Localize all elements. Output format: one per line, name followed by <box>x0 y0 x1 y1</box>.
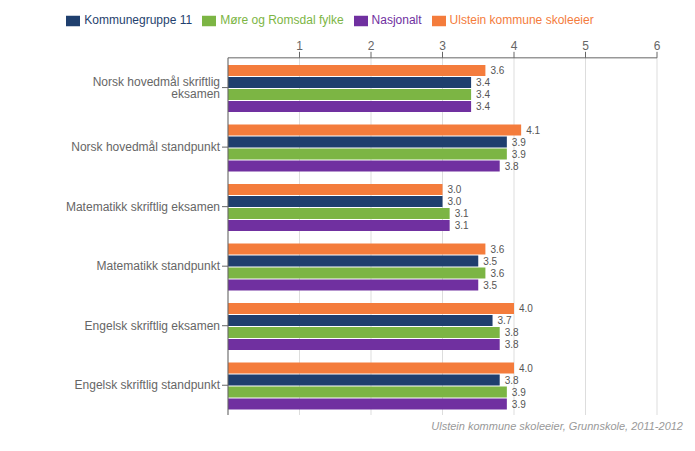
svg-text:3.8: 3.8 <box>505 339 519 350</box>
svg-text:2: 2 <box>368 39 375 53</box>
svg-text:Matematikk standpunkt: Matematikk standpunkt <box>97 259 221 273</box>
svg-text:3.9: 3.9 <box>512 399 526 410</box>
svg-text:3: 3 <box>439 39 446 53</box>
svg-text:3.5: 3.5 <box>483 256 497 267</box>
svg-text:Norsk hovedmål skriftligeksame: Norsk hovedmål skriftligeksamen <box>93 75 220 101</box>
svg-text:3.1: 3.1 <box>455 220 469 231</box>
svg-text:4.0: 4.0 <box>519 303 533 314</box>
svg-text:3.5: 3.5 <box>483 280 497 291</box>
svg-text:3.0: 3.0 <box>448 184 462 195</box>
svg-text:3.6: 3.6 <box>490 268 504 279</box>
svg-text:Engelsk skriftlig eksamen: Engelsk skriftlig eksamen <box>85 319 220 333</box>
svg-text:3.0: 3.0 <box>448 196 462 207</box>
html-text:Nasjonalt: Nasjonalt <box>371 13 422 27</box>
svg-text:Norsk hovedmål standpunkt: Norsk hovedmål standpunkt <box>71 140 220 154</box>
svg-text:3.8: 3.8 <box>505 327 519 338</box>
svg-text:4: 4 <box>511 39 518 53</box>
svg-text:3.8: 3.8 <box>505 375 519 386</box>
svg-text:3.6: 3.6 <box>490 65 504 76</box>
svg-text:1: 1 <box>296 39 303 53</box>
svg-text:Matematikk skriftlig eksamen: Matematikk skriftlig eksamen <box>66 200 220 214</box>
html-text:Kommunegruppe 11: Kommunegruppe 11 <box>84 13 193 27</box>
svg-text:3.9: 3.9 <box>512 149 526 160</box>
svg-text:3.9: 3.9 <box>512 387 526 398</box>
svg-text:3.9: 3.9 <box>512 137 526 148</box>
svg-text:3.8: 3.8 <box>505 161 519 172</box>
html-text:Ulstein kommune skoleeier: Ulstein kommune skoleeier <box>449 13 594 27</box>
html-text:Møre og Romsdal fylke: Møre og Romsdal fylke <box>220 13 344 27</box>
html-text:Ulstein kommune skoleeier, Gru: Ulstein kommune skoleeier, Grunnskole, 2… <box>431 420 683 432</box>
svg-text:3.4: 3.4 <box>476 89 490 100</box>
svg-text:3.4: 3.4 <box>476 77 490 88</box>
svg-text:5: 5 <box>582 39 589 53</box>
svg-text:3.4: 3.4 <box>476 101 490 112</box>
svg-text:6: 6 <box>654 39 661 53</box>
svg-text:4.1: 4.1 <box>526 125 540 136</box>
svg-text:3.6: 3.6 <box>490 244 504 255</box>
svg-text:Engelsk skriftlig standpunkt: Engelsk skriftlig standpunkt <box>75 378 221 392</box>
svg-text:3.1: 3.1 <box>455 208 469 219</box>
svg-text:4.0: 4.0 <box>519 363 533 374</box>
svg-text:3.7: 3.7 <box>498 315 512 326</box>
